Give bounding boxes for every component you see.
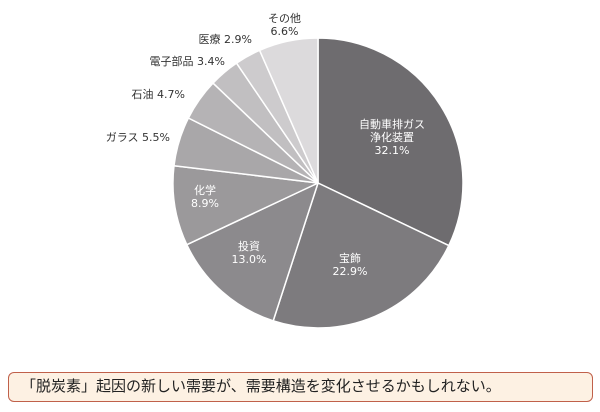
label-auto-catalyst: 自動車排ガス 浄化装置 32.1%: [359, 118, 425, 157]
label-other-value: 6.6%: [270, 25, 299, 38]
slice-investment: [186, 182, 319, 322]
label-jewelry-name: 宝飾: [338, 252, 361, 265]
label-auto-value: 32.1%: [374, 144, 410, 157]
slice-other: [258, 37, 319, 184]
label-other: その他 6.6%: [268, 12, 301, 38]
label-electronics: 電子部品 3.4%: [149, 55, 225, 68]
label-auto-line1: 自動車排ガス: [359, 118, 425, 131]
label-investment: 投資 13.0%: [232, 240, 267, 266]
label-chemical: 化学 8.9%: [191, 184, 219, 210]
label-jewelry: 宝飾 22.9%: [333, 252, 368, 278]
label-investment-value: 13.0%: [231, 253, 267, 266]
label-chemical-name: 化学: [193, 184, 216, 197]
slice-jewelry: [272, 182, 450, 329]
label-jewelry-value: 22.9%: [332, 265, 368, 278]
label-auto-line2: 浄化装置: [370, 131, 414, 144]
pie-chart: [172, 37, 464, 329]
label-petroleum: 石油 4.7%: [131, 88, 185, 101]
slice-auto-catalyst: [317, 37, 464, 247]
label-other-name: その他: [268, 12, 301, 25]
slice-chemical: [172, 164, 319, 246]
label-glass: ガラス 5.5%: [105, 131, 170, 144]
label-investment-name: 投資: [237, 240, 260, 253]
label-chemical-value: 8.9%: [191, 197, 219, 210]
label-medical: 医療 2.9%: [198, 33, 252, 46]
caption-banner: 「脱炭素」起因の新しい需要が、需要構造を変化させるかもしれない。: [8, 372, 593, 402]
